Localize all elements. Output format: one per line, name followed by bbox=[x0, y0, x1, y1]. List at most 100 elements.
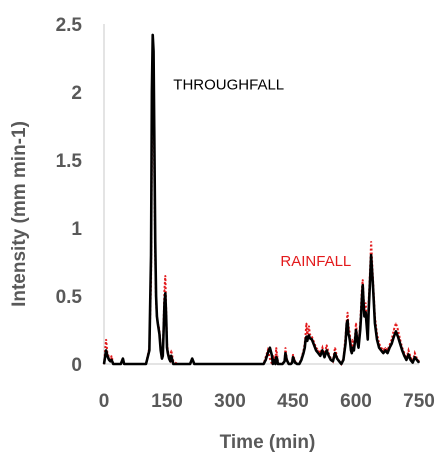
throughfall-data-point bbox=[360, 315, 362, 317]
throughfall-data-point bbox=[315, 349, 317, 351]
throughfall-data-point bbox=[378, 347, 380, 349]
throughfall-data-point bbox=[328, 355, 330, 357]
throughfall-data-point bbox=[401, 349, 403, 351]
throughfall-data-point bbox=[393, 336, 395, 338]
throughfall-data-point bbox=[355, 329, 357, 331]
rainfall-data-point bbox=[362, 279, 364, 281]
y-tick-label: 2 bbox=[71, 83, 82, 104]
x-tick-label: 600 bbox=[340, 391, 372, 412]
throughfall-data-point bbox=[391, 343, 393, 345]
x-tick-label: 750 bbox=[403, 391, 435, 412]
rainfall-data-point bbox=[407, 349, 410, 351]
throughfall-data-point bbox=[123, 363, 125, 365]
throughfall-data-point bbox=[294, 362, 296, 364]
throughfall-data-point bbox=[156, 315, 158, 317]
throughfall-data-point bbox=[103, 363, 105, 365]
throughfall-data-point bbox=[164, 292, 166, 294]
rainfall-data-point bbox=[163, 288, 166, 290]
throughfall-data-point bbox=[395, 330, 397, 332]
throughfall-data-point bbox=[418, 362, 420, 364]
throughfall-data-point bbox=[386, 352, 389, 354]
throughfall-data-point bbox=[193, 363, 195, 365]
throughfall-data-point bbox=[353, 349, 355, 351]
rainfall-data-point bbox=[305, 322, 308, 324]
throughfall-data-point bbox=[332, 360, 334, 362]
throughfall-data-point bbox=[273, 362, 276, 364]
x-tick-label: 450 bbox=[277, 391, 309, 412]
throughfall-data-point bbox=[162, 355, 164, 357]
throughfall-data-point bbox=[348, 336, 350, 338]
throughfall-data-point bbox=[172, 363, 174, 365]
throughfall-data-point bbox=[407, 353, 410, 356]
throughfall-data-point bbox=[323, 356, 326, 358]
rainfall-data-point bbox=[370, 241, 372, 243]
rainfall-data-point bbox=[397, 329, 399, 331]
rainfall-data-point bbox=[305, 333, 307, 335]
throughfall-data-point bbox=[350, 349, 352, 351]
throughfall-data-point bbox=[326, 349, 328, 351]
x-axis-title: Time (min) bbox=[220, 432, 316, 453]
throughfall-data-point bbox=[161, 357, 163, 360]
rainfall-data-point bbox=[105, 338, 107, 341]
throughfall-data-point bbox=[276, 357, 278, 360]
throughfall-data-point bbox=[362, 302, 365, 304]
rainfall-data-point bbox=[326, 344, 328, 346]
y-tick-label: 0 bbox=[71, 355, 82, 376]
throughfall-data-point bbox=[265, 359, 267, 361]
throughfall-data-point bbox=[112, 363, 114, 365]
rainfall-data-point bbox=[393, 329, 395, 331]
throughfall-data-point bbox=[342, 359, 344, 361]
throughfall-data-point bbox=[307, 336, 309, 338]
throughfall-data-point bbox=[330, 359, 332, 361]
throughfall-data-point bbox=[365, 322, 368, 324]
throughfall-data-point bbox=[305, 336, 308, 338]
rainfall-data-point bbox=[284, 347, 287, 349]
throughfall-data-point bbox=[158, 328, 160, 330]
throughfall-data-point bbox=[356, 340, 358, 342]
throughfall-data-point bbox=[154, 241, 156, 243]
throughfall-data-point bbox=[414, 356, 416, 358]
throughfall-data-point bbox=[365, 311, 367, 313]
rainfall-data-point bbox=[269, 357, 271, 360]
throughfall-data-point bbox=[110, 359, 113, 361]
throughfall-data-point bbox=[291, 362, 293, 364]
throughfall-data-point bbox=[122, 357, 124, 360]
throughfall-data-point bbox=[157, 322, 159, 324]
throughfall-data-point bbox=[389, 347, 391, 349]
throughfall-data-point bbox=[351, 352, 353, 354]
x-tick-labels: 0 150 300 450 600 750 bbox=[99, 391, 435, 412]
rainfall-data-point bbox=[273, 355, 275, 357]
throughfall-data-point bbox=[399, 343, 401, 345]
throughfall-data-point bbox=[273, 359, 275, 361]
throughfall-data-point bbox=[305, 338, 307, 341]
rainfall-data-point bbox=[110, 355, 113, 357]
throughfall-data-point bbox=[155, 295, 157, 297]
throughfall-data-point bbox=[347, 319, 349, 322]
throughfall-data-point bbox=[317, 352, 319, 354]
throughfall-data-point bbox=[105, 349, 107, 351]
throughfall-data-point bbox=[362, 284, 364, 286]
throughfall-data-point bbox=[263, 363, 265, 365]
throughfall-data-point bbox=[126, 363, 128, 365]
throughfall-data-point bbox=[347, 333, 350, 335]
throughfall-data-point bbox=[382, 352, 384, 354]
series-layer bbox=[102, 33, 421, 367]
throughfall-data-point bbox=[384, 349, 386, 351]
throughfall-data-point bbox=[410, 359, 412, 361]
throughfall-data-point bbox=[298, 363, 300, 365]
x-tick-label: 0 bbox=[99, 391, 110, 412]
throughfall-data-point bbox=[145, 363, 147, 365]
y-tick-label: 0.5 bbox=[56, 287, 83, 308]
throughfall-data-point bbox=[274, 363, 276, 365]
throughfall-data-point bbox=[271, 355, 273, 357]
throughfall-data-point bbox=[340, 363, 342, 365]
y-tick-label: 2.5 bbox=[56, 15, 83, 36]
throughfall-data-point bbox=[166, 347, 168, 349]
throughfall-data-point bbox=[397, 336, 399, 338]
throughfall-data-point bbox=[308, 334, 310, 337]
throughfall-data-point bbox=[191, 357, 193, 360]
throughfall-data-point bbox=[368, 311, 370, 313]
throughfall-data-point bbox=[168, 357, 170, 360]
throughfall-data-point bbox=[370, 254, 372, 256]
